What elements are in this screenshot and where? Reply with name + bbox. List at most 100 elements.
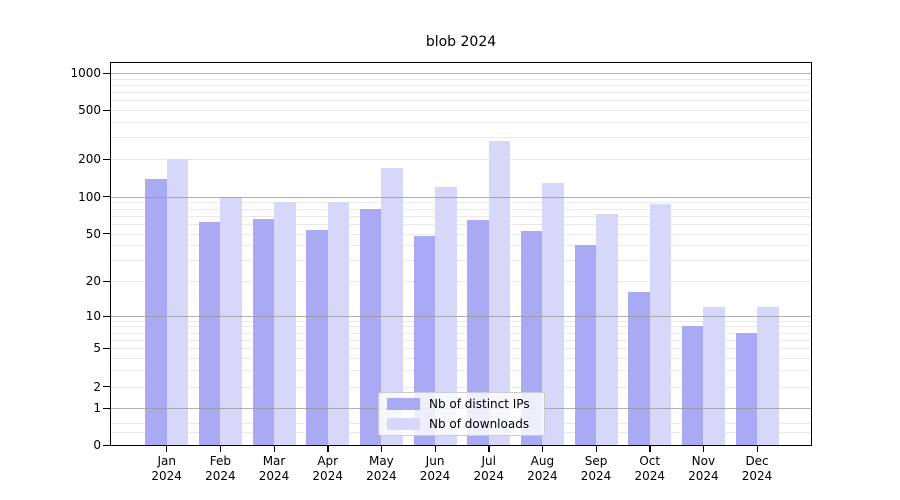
bar-mar-distinct-ips	[252, 218, 275, 445]
gridline-major	[111, 196, 811, 198]
minor-gridlines	[111, 63, 811, 445]
y-tick-label: 2	[93, 379, 101, 394]
y-tick-mark	[103, 280, 110, 282]
gridline-major	[111, 316, 811, 317]
bars-layer	[111, 63, 811, 445]
bar-jan-downloads	[166, 159, 189, 445]
y-tick-mark	[103, 72, 110, 74]
y-tick-mark	[103, 158, 110, 161]
gridline-minor	[111, 208, 811, 210]
gridline-minor	[111, 202, 811, 204]
bar-oct-distinct-ips	[628, 292, 650, 445]
y-tick-label: 20	[85, 274, 101, 288]
gridline-minor	[111, 78, 811, 80]
x-tick-label: Oct 2024	[634, 454, 665, 483]
x-tick-label: Feb 2024	[205, 454, 236, 483]
gridline-major	[111, 73, 811, 74]
bar-may-distinct-ips	[359, 208, 382, 445]
x-tick-label: Sep 2024	[580, 454, 612, 483]
legend-label-downloads: Nb of downloads	[429, 417, 530, 431]
y-tick-mark	[103, 109, 110, 111]
x-tick-label: Jan 2024	[151, 454, 182, 483]
bar-nov-distinct-ips	[681, 326, 704, 445]
gridline-minor	[111, 100, 811, 102]
bar-oct-downloads	[649, 203, 672, 445]
x-tick-label: Apr 2024	[312, 454, 343, 483]
bar-jan-distinct-ips	[145, 178, 167, 445]
y-tick-mark	[103, 386, 110, 388]
gridline-minor	[111, 137, 811, 139]
x-tick-mark	[702, 445, 705, 452]
bar-jun-downloads	[435, 186, 457, 445]
gridline-minor	[111, 92, 811, 94]
gridline-minor	[111, 84, 811, 86]
x-tick-mark	[327, 445, 329, 452]
gridline-minor	[111, 320, 811, 322]
y-tick-label: 50	[85, 226, 101, 241]
gridline-minor	[111, 260, 811, 262]
bar-jul-distinct-ips	[467, 219, 489, 445]
y-tick-label: 5	[93, 341, 101, 356]
bar-jul-downloads	[488, 141, 511, 445]
y-axis: 0 1 2 5 10 20 50 100 200 500 1000	[70, 63, 811, 452]
bar-sep-downloads	[596, 214, 618, 445]
x-tick-label: May 2024	[366, 454, 397, 483]
x-tick-label: Dec 2024	[741, 454, 773, 483]
gridline-minor	[111, 245, 811, 247]
y-tick-mark	[103, 233, 110, 235]
x-tick-mark	[166, 445, 168, 452]
bar-may-downloads	[381, 168, 403, 445]
gridline-minor	[111, 122, 811, 123]
gridline-minor	[111, 233, 811, 235]
x-tick-label: Nov 2024	[688, 454, 719, 483]
x-axis: Jan 2024 Feb 2024 Mar 2024 Apr 2024 May 2024 Jun 20…	[111, 63, 811, 483]
y-tick-mark	[103, 347, 110, 350]
x-tick-mark	[273, 445, 275, 452]
x-tick-mark	[488, 445, 490, 452]
x-tick-mark	[756, 445, 758, 452]
bar-nov-downloads	[703, 306, 725, 445]
legend-swatch-distinct-ips	[387, 398, 420, 410]
legend-item-distinct-ips: Nb of distinct IPs	[379, 396, 544, 413]
legend-label-distinct-ips: Nb of distinct IPs	[429, 397, 530, 411]
gridline-minor	[111, 357, 811, 359]
gridline-minor	[111, 326, 811, 328]
gridline-minor	[111, 369, 811, 371]
y-tick-mark	[103, 196, 110, 198]
bar-dec-downloads	[757, 306, 779, 445]
x-tick-mark	[649, 445, 651, 452]
gridline-minor	[111, 223, 811, 225]
x-tick-label: Mar 2024	[258, 454, 290, 483]
legend: Nb of distinct IPs Nb of downloads	[378, 392, 545, 436]
gridline-minor	[111, 386, 811, 388]
y-tick-label: 100	[78, 189, 101, 204]
gridline-minor	[111, 281, 811, 282]
bar-mar-downloads	[274, 202, 296, 445]
gridline-minor	[111, 339, 811, 341]
chart-title: blob 2024	[425, 34, 497, 50]
y-tick-mark	[103, 315, 110, 317]
gridline-minor	[111, 110, 811, 111]
bar-feb-downloads	[220, 196, 242, 445]
plot-area: 0 1 2 5 10 20 50 100 200 500 1000 Jan 2024 Feb 2024 Ma…	[70, 62, 812, 483]
bar-aug-distinct-ips	[520, 230, 543, 445]
y-tick-label: 200	[78, 152, 101, 167]
x-tick-label: Jun 2024	[419, 454, 451, 483]
y-tick-label: 1	[93, 401, 101, 416]
gridline-minor	[111, 332, 811, 334]
x-tick-mark	[434, 445, 436, 452]
gridline-minor	[111, 215, 811, 217]
bar-sep-distinct-ips	[574, 245, 597, 445]
x-tick-mark	[541, 445, 544, 452]
y-tick-label: 1000	[70, 66, 101, 80]
legend-swatch-downloads	[387, 418, 420, 430]
x-tick-mark	[219, 445, 222, 452]
y-tick-label: 10	[85, 309, 101, 323]
bar-feb-distinct-ips	[198, 222, 221, 445]
x-tick-mark	[380, 445, 383, 452]
bar-apr-downloads	[327, 201, 350, 445]
legend-item-downloads: Nb of downloads	[379, 416, 544, 433]
y-tick-mark	[103, 444, 110, 446]
gridline-minor	[111, 159, 811, 161]
